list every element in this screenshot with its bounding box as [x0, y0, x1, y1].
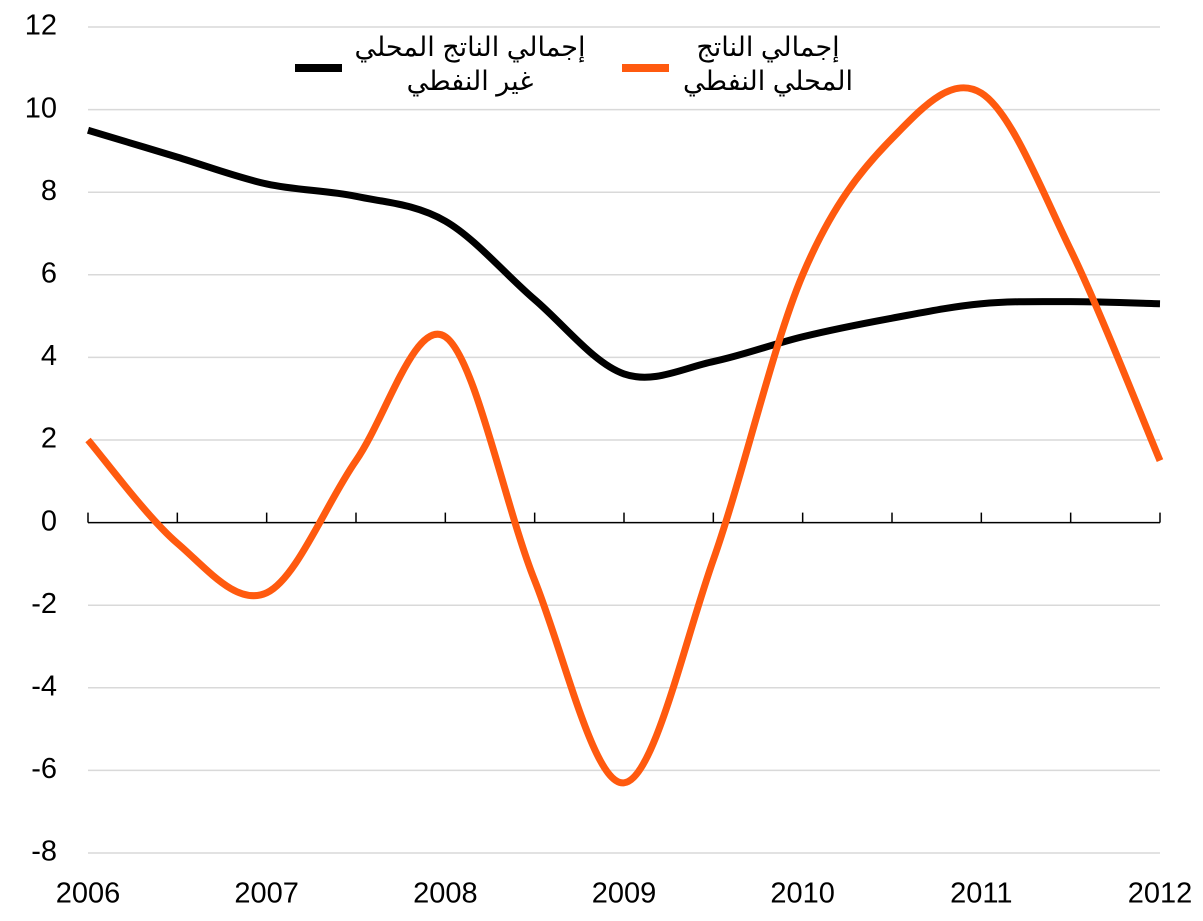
- y-tick-label: 2: [41, 423, 57, 455]
- legend-label: إجمالي الناتج المحلي النفطي: [683, 32, 853, 96]
- y-tick-label: 10: [25, 92, 57, 124]
- x-tick-label: 2007: [234, 878, 299, 910]
- legend-label: إجمالي الناتج المحلي غير النفطي: [354, 32, 586, 96]
- line-series: [86, 126, 1161, 381]
- y-tick-label: 8: [41, 175, 57, 207]
- y-tick-label: 4: [41, 340, 57, 372]
- x-tick-label: 2010: [770, 878, 835, 910]
- y-tick-label: -2: [31, 588, 57, 620]
- x-tick-label: 2011: [950, 878, 1012, 910]
- y-tick-label: 0: [41, 505, 57, 537]
- x-tick-label: 2009: [592, 878, 657, 910]
- y-tick-label: -6: [31, 753, 57, 785]
- x-tick-label: 2006: [56, 878, 121, 910]
- x-tick-label: 2012: [1128, 878, 1193, 910]
- y-tick-label: 12: [25, 10, 57, 42]
- x-tick-label: 2008: [413, 878, 478, 910]
- y-tick-label: 6: [41, 257, 57, 289]
- y-tick-label: -4: [31, 670, 57, 702]
- line-series: [85, 84, 1164, 787]
- y-tick-label: -8: [31, 836, 57, 868]
